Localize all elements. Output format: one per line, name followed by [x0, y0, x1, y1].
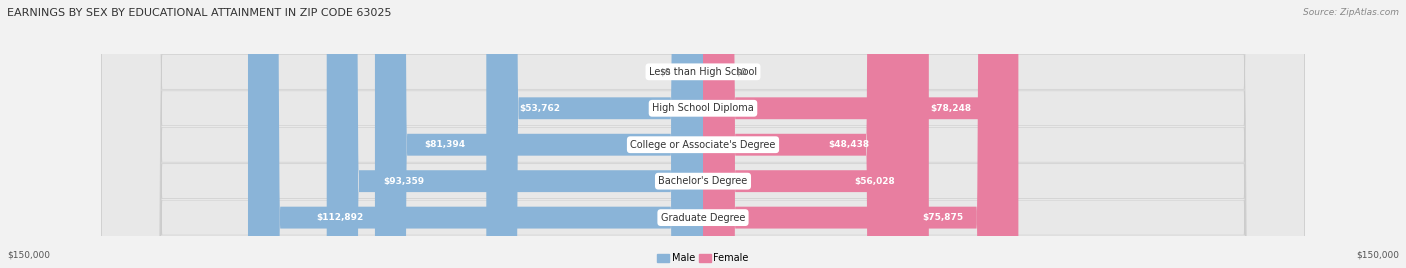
Text: $150,000: $150,000 [1355, 251, 1399, 260]
FancyBboxPatch shape [247, 0, 703, 268]
Text: $48,438: $48,438 [828, 140, 869, 149]
FancyBboxPatch shape [703, 0, 898, 268]
FancyBboxPatch shape [703, 0, 929, 268]
FancyBboxPatch shape [375, 0, 703, 268]
Text: Bachelor's Degree: Bachelor's Degree [658, 176, 748, 186]
Legend: Male, Female: Male, Female [657, 253, 749, 263]
Text: $93,359: $93,359 [384, 177, 425, 186]
Text: Graduate Degree: Graduate Degree [661, 213, 745, 223]
Text: $56,028: $56,028 [855, 177, 896, 186]
Text: $75,875: $75,875 [922, 213, 963, 222]
Text: $0: $0 [659, 67, 671, 76]
Text: $112,892: $112,892 [316, 213, 364, 222]
Text: High School Diploma: High School Diploma [652, 103, 754, 113]
FancyBboxPatch shape [101, 0, 1305, 268]
FancyBboxPatch shape [703, 0, 1010, 268]
FancyBboxPatch shape [101, 0, 1305, 268]
FancyBboxPatch shape [486, 0, 703, 268]
Text: Source: ZipAtlas.com: Source: ZipAtlas.com [1303, 8, 1399, 17]
Text: $78,248: $78,248 [929, 104, 972, 113]
FancyBboxPatch shape [101, 0, 1305, 268]
Text: $81,394: $81,394 [425, 140, 465, 149]
Text: $0: $0 [735, 67, 747, 76]
FancyBboxPatch shape [326, 0, 703, 268]
Text: EARNINGS BY SEX BY EDUCATIONAL ATTAINMENT IN ZIP CODE 63025: EARNINGS BY SEX BY EDUCATIONAL ATTAINMEN… [7, 8, 391, 18]
Text: Less than High School: Less than High School [650, 67, 756, 77]
FancyBboxPatch shape [101, 0, 1305, 268]
Text: College or Associate's Degree: College or Associate's Degree [630, 140, 776, 150]
FancyBboxPatch shape [101, 0, 1305, 268]
Text: $150,000: $150,000 [7, 251, 51, 260]
Text: $53,762: $53,762 [519, 104, 560, 113]
FancyBboxPatch shape [703, 0, 1018, 268]
